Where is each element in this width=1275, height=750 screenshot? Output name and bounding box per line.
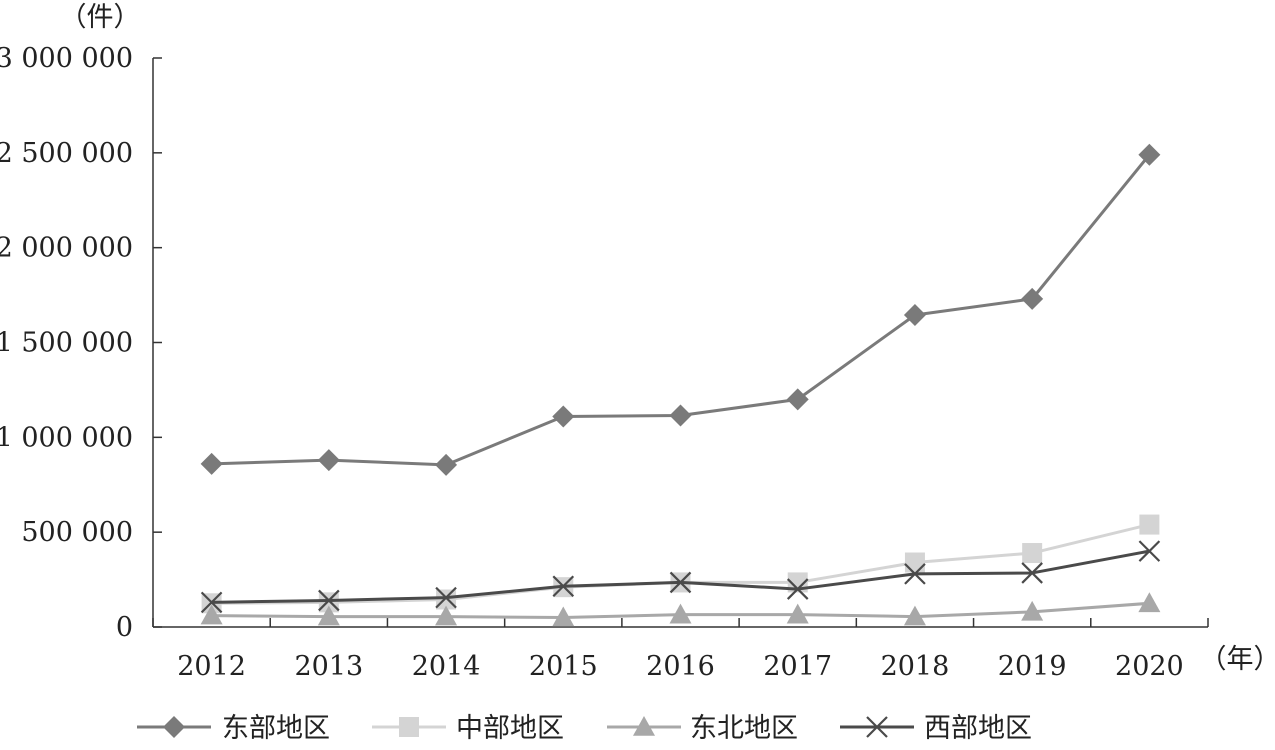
series-lines — [201, 144, 1161, 627]
y-tick-label: 2 500 000 — [0, 138, 133, 169]
x-tick-label: 2016 — [646, 651, 715, 682]
series-东北地区 — [201, 592, 1161, 626]
x-tick-label: 2019 — [998, 651, 1067, 682]
x-tick-label: 2020 — [1115, 651, 1184, 682]
series-中部地区 — [202, 515, 1160, 614]
legend-label: 中部地区 — [456, 713, 564, 744]
y-axis-unit-label: （件） — [60, 2, 141, 33]
legend-item-东北地区: 东北地区 — [607, 713, 798, 744]
y-tick-label: 1 500 000 — [0, 328, 133, 359]
data-point-diamond — [904, 304, 926, 326]
x-tick-label: 2012 — [177, 651, 246, 682]
legend-item-中部地区: 中部地区 — [372, 713, 564, 744]
legend-marker-diamond — [163, 716, 185, 738]
y-tick-label: 3 000 000 — [0, 43, 133, 74]
series-东部地区 — [201, 144, 1161, 476]
data-point-diamond — [435, 454, 457, 476]
axes: 0 500 000 1 000 000 1 500 000 2 000 000 2 500… — [0, 2, 1275, 682]
legend: 东部地区 中部地区 东北地区 西部地区 — [137, 713, 1032, 744]
data-point-square — [905, 553, 925, 573]
y-tick-label: 500 000 — [21, 517, 133, 548]
legend-label: 东部地区 — [222, 713, 330, 744]
x-axis-unit-label: （年） — [1200, 644, 1275, 675]
x-tick-label: 2013 — [294, 651, 363, 682]
legend-label: 东北地区 — [690, 713, 798, 744]
y-tick-label: 0 — [116, 612, 133, 643]
y-tick-label: 2 000 000 — [0, 233, 133, 264]
x-tick-label: 2018 — [881, 651, 950, 682]
data-point-diamond — [552, 405, 574, 427]
data-point-square — [1139, 515, 1159, 535]
data-point-diamond — [787, 388, 809, 410]
x-tick-label: 2017 — [763, 651, 832, 682]
data-point-diamond — [318, 449, 340, 471]
legend-label: 西部地区 — [924, 713, 1032, 744]
x-tick-label: 2014 — [412, 651, 481, 682]
y-tick-label: 1 000 000 — [0, 422, 133, 453]
legend-marker-square — [399, 717, 419, 737]
data-point-diamond — [201, 453, 223, 475]
legend-item-东部地区: 东部地区 — [137, 713, 330, 744]
data-point-triangle — [1138, 592, 1160, 612]
legend-item-西部地区: 西部地区 — [840, 713, 1032, 744]
data-point-square — [1022, 543, 1042, 563]
data-point-diamond — [670, 405, 692, 427]
x-tick-label: 2015 — [529, 651, 598, 682]
